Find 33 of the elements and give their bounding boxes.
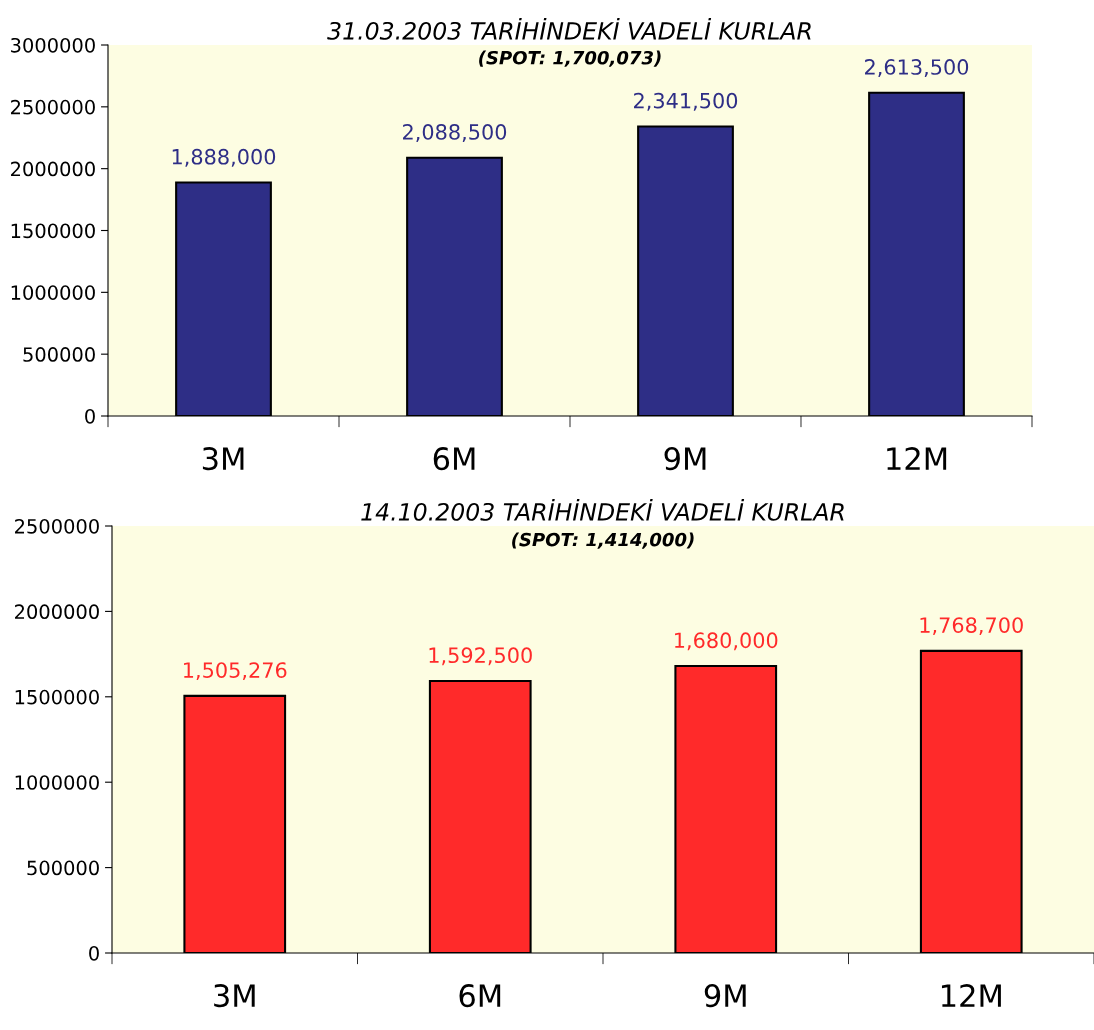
- y-tick-label: 500000: [27, 860, 99, 876]
- x-tick-label: 6M: [433, 447, 475, 471]
- data-label: 1,768,700: [920, 617, 1023, 636]
- x-tick-label: 6M: [459, 984, 501, 1008]
- x-tick-label: 9M: [704, 984, 746, 1008]
- y-tick-label: 2500000: [11, 99, 95, 115]
- y-tick-label: 1000000: [11, 285, 95, 300]
- x-tick-label: 12M: [887, 447, 947, 470]
- data-label: 2,341,500: [634, 92, 738, 111]
- x-tick-label: 3M: [202, 447, 244, 471]
- data-label: 1,680,000: [675, 632, 778, 651]
- y-tick-label: 2500000: [15, 518, 99, 534]
- y-tick-label: 2000000: [15, 604, 99, 620]
- y-tick-label: 3000000: [11, 37, 95, 53]
- x-tick-label: 9M: [664, 447, 706, 471]
- x-tick-label: 3M: [214, 984, 255, 1008]
- y-tick-label: 1000000: [15, 775, 99, 790]
- data-label: 2,613,500: [865, 59, 969, 77]
- chart-title: 31.03.2003 TARİHİNDEKİ VADELİ KURLAR: [327, 17, 811, 40]
- y-tick-label: 0: [85, 408, 95, 424]
- data-label: 2,088,500: [403, 124, 507, 142]
- data-label: 1,592,500: [429, 647, 532, 666]
- y-tick-label: 0: [89, 945, 99, 961]
- chart-title: 14.10.2003 TARİHİNDEKİ VADELİ KURLAR: [361, 498, 844, 521]
- y-tick-label: 1500000: [15, 689, 99, 705]
- y-tick-label: 1500000: [11, 223, 95, 239]
- y-tick-label: 2000000: [11, 161, 95, 177]
- y-tick-label: 500000: [23, 347, 95, 362]
- x-tick-label: 12M: [941, 984, 1001, 1007]
- data-label: 1,888,000: [172, 148, 276, 167]
- chart-subtitle: (SPOT: 1,700,073): [479, 50, 661, 67]
- data-label: 1,505,276: [184, 662, 287, 681]
- chart-subtitle: (SPOT: 1,414,000): [512, 532, 694, 549]
